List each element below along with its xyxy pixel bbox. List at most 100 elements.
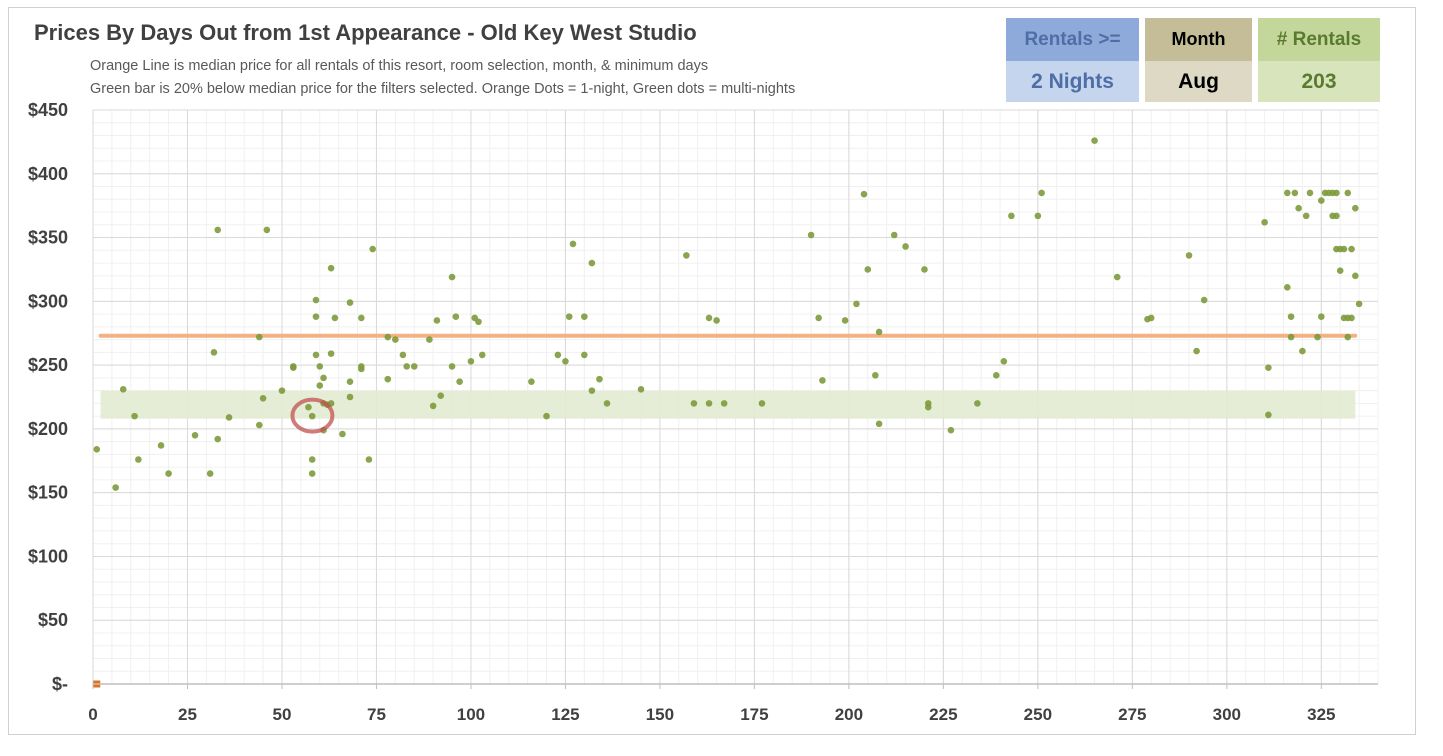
x-tick-label: 275	[1118, 705, 1146, 724]
x-tick-label: 150	[646, 705, 674, 724]
x-tick-label: 250	[1024, 705, 1052, 724]
multi-night-point	[1147, 314, 1155, 322]
multi-night-point	[596, 375, 603, 383]
highlight-ring	[290, 397, 335, 434]
multi-night-point	[1299, 347, 1306, 355]
x-tick-label: 0	[88, 705, 97, 724]
multi-night-point	[327, 264, 335, 272]
multi-night-point	[339, 430, 346, 438]
rental-count-label: # Rentals	[1258, 18, 1380, 61]
multi-night-point	[637, 386, 645, 393]
multi-night-point	[214, 435, 222, 443]
x-tick-label: 325	[1307, 705, 1335, 724]
multi-night-point	[1340, 245, 1348, 253]
multi-night-point	[1200, 296, 1208, 304]
multi-night-point	[346, 378, 354, 385]
multi-night-point	[1287, 333, 1295, 341]
multi-night-point	[259, 394, 267, 402]
y-tick-labels: $- $50 $100 $150 $200 $250 $300 $350 $400 $450	[28, 100, 68, 694]
multi-night-point	[316, 363, 324, 370]
multi-night-point	[807, 231, 815, 239]
multi-night-point	[528, 378, 535, 385]
y-tick-label: $50	[38, 610, 68, 630]
multi-night-point	[875, 328, 883, 336]
multi-night-point	[819, 377, 826, 384]
y-tick-label: $350	[28, 228, 68, 248]
multi-night-point	[384, 333, 392, 341]
multi-night-point	[1000, 357, 1008, 365]
multi-night-point	[1008, 212, 1015, 220]
multi-night-point	[565, 313, 573, 320]
multi-night-point	[305, 403, 312, 411]
multi-night-point	[1314, 333, 1321, 341]
multi-night-point	[683, 252, 690, 259]
chart-frame	[8, 7, 1416, 735]
multi-night-point	[448, 273, 456, 281]
multi-night-point	[429, 402, 437, 410]
multi-night-point	[308, 470, 316, 477]
multi-night-point	[1295, 204, 1302, 212]
multi-night-point	[1091, 137, 1098, 144]
chart-title: Prices By Days Out from 1st Appearance -…	[34, 20, 697, 45]
multi-night-point	[478, 351, 486, 359]
multi-night-point	[467, 357, 475, 365]
multi-night-point	[392, 336, 399, 343]
rentals-min-value[interactable]: 2 Nights	[1006, 61, 1139, 102]
multi-night-point	[384, 375, 392, 383]
multi-night-point	[225, 414, 233, 421]
multi-night-point	[403, 363, 410, 370]
multi-night-point	[1352, 272, 1359, 280]
x-tick-label: 225	[929, 705, 957, 724]
month-value[interactable]: Aug	[1145, 61, 1252, 102]
multi-night-point	[308, 412, 316, 420]
y-tick-label: $400	[28, 164, 68, 184]
multi-night-point	[705, 314, 713, 322]
y-tick-label: $150	[28, 483, 68, 503]
multi-night-point	[1113, 273, 1121, 281]
multi-night-point	[131, 412, 138, 420]
multi-night-point	[210, 349, 218, 356]
multi-night-point	[1283, 189, 1291, 197]
multi-night-point	[581, 351, 588, 359]
multi-night-point	[1336, 267, 1344, 275]
multi-night-point	[1348, 245, 1355, 253]
y-tick-label: $450	[28, 100, 68, 120]
multi-night-point	[255, 333, 263, 341]
multi-night-point	[860, 190, 868, 198]
multi-night-point	[358, 314, 365, 322]
multi-night-point	[312, 351, 320, 359]
multi-night-point	[312, 313, 320, 320]
x-tick-label: 200	[835, 705, 863, 724]
multi-night-point	[165, 470, 172, 477]
multi-night-point	[327, 350, 335, 357]
y-tick-label: $300	[28, 291, 68, 311]
multi-night-point	[312, 296, 320, 304]
multi-night-point	[720, 400, 728, 407]
multi-night-point	[947, 426, 955, 434]
multi-night-point	[1283, 284, 1291, 291]
multi-night-point	[758, 400, 766, 407]
x-tick-label: 50	[273, 705, 292, 724]
multi-night-point	[255, 421, 263, 429]
multi-night-point	[588, 387, 596, 394]
multi-night-point	[921, 266, 928, 273]
multi-night-point	[1333, 212, 1340, 220]
multi-night-point	[1261, 218, 1268, 226]
multi-night-point	[924, 403, 932, 411]
multi-night-point	[1306, 189, 1314, 197]
multi-night-point	[705, 400, 713, 407]
multi-night-point	[864, 266, 872, 273]
data-points	[93, 137, 1363, 688]
multi-night-point	[1265, 411, 1272, 419]
multi-night-point	[992, 372, 1000, 379]
x-tick-label: 100	[457, 705, 485, 724]
multi-night-point	[554, 351, 562, 359]
multi-night-point	[690, 400, 698, 407]
multi-night-point	[1333, 189, 1340, 197]
multi-night-point	[157, 442, 165, 449]
multi-night-point	[1038, 189, 1045, 197]
multi-night-point	[581, 313, 588, 320]
multi-night-point	[433, 317, 441, 324]
month-label: Month	[1145, 18, 1252, 61]
multi-night-point	[1291, 189, 1299, 197]
